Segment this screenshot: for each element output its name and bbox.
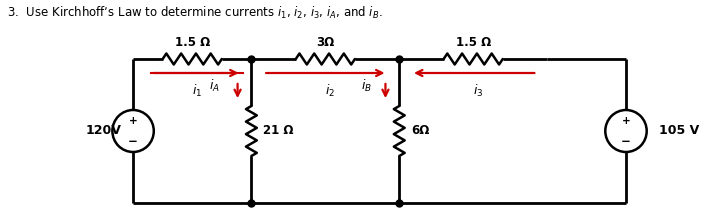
Text: $i_B$: $i_B$ bbox=[361, 78, 372, 94]
Text: −: − bbox=[621, 135, 631, 148]
Text: 105 V: 105 V bbox=[658, 124, 699, 137]
Text: 120V: 120V bbox=[86, 124, 122, 137]
Text: +: + bbox=[621, 116, 631, 126]
Text: −: − bbox=[128, 135, 138, 148]
Text: $i_3$: $i_3$ bbox=[473, 83, 484, 99]
Text: $i_1$: $i_1$ bbox=[192, 83, 202, 99]
Text: 6Ω: 6Ω bbox=[411, 124, 429, 137]
Text: 3Ω: 3Ω bbox=[316, 36, 334, 49]
Text: $i_A$: $i_A$ bbox=[209, 78, 220, 94]
Text: +: + bbox=[129, 116, 137, 126]
Text: 1.5 Ω: 1.5 Ω bbox=[455, 36, 491, 49]
Text: 3.  Use Kirchhoff’s Law to determine currents $i_1$, $i_2$, $i_3$, $i_A$, and $i: 3. Use Kirchhoff’s Law to determine curr… bbox=[7, 5, 382, 21]
Text: 1.5 Ω: 1.5 Ω bbox=[175, 36, 210, 49]
Text: 21 Ω: 21 Ω bbox=[263, 124, 293, 137]
Text: $i_2$: $i_2$ bbox=[325, 83, 335, 99]
